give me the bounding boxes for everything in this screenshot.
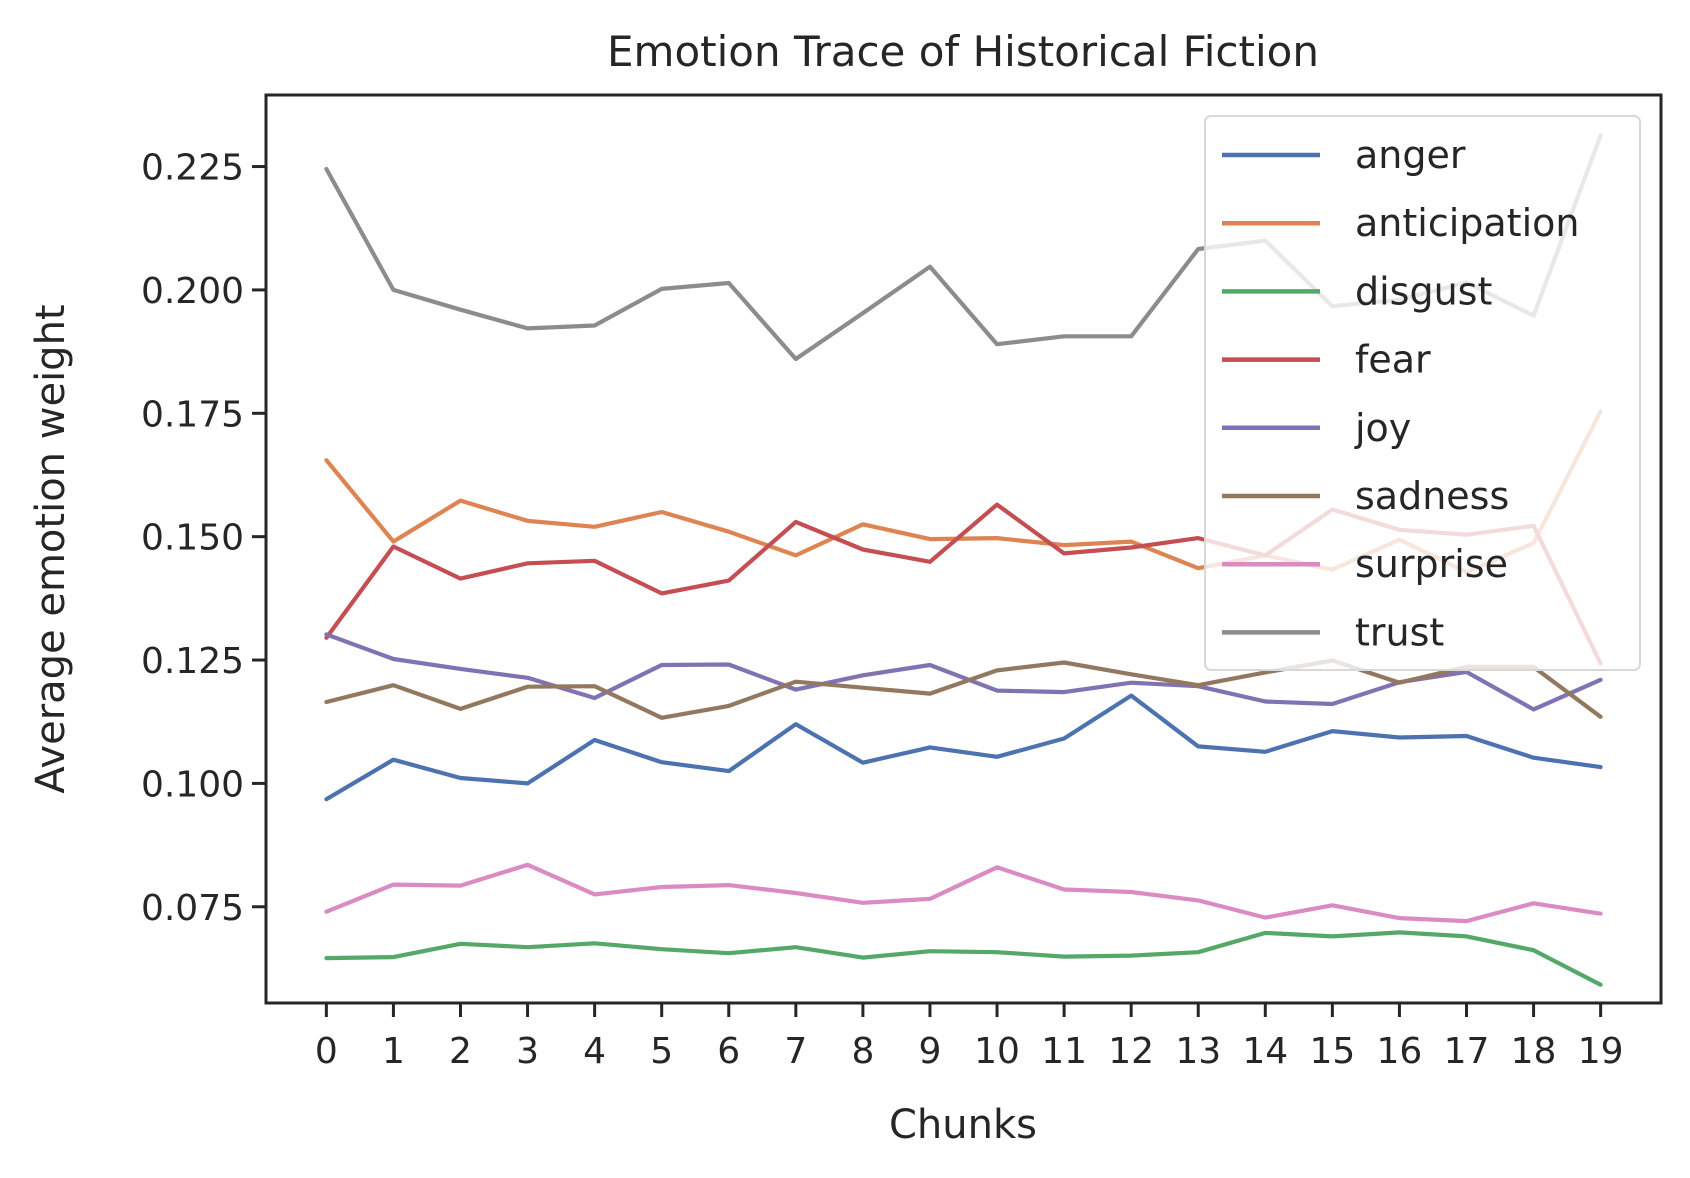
x-axis-title: Chunks — [889, 1102, 1037, 1148]
x-tick-label: 10 — [974, 1031, 1020, 1072]
x-tick-label: 18 — [1511, 1031, 1557, 1072]
x-tick-label: 15 — [1309, 1031, 1355, 1072]
y-tick-label: 0.200 — [141, 271, 244, 312]
y-tick-label: 0.075 — [141, 888, 244, 929]
legend: anger anticipation disgust fear joy sadness su… — [1204, 115, 1641, 671]
chart-title: Emotion Trace of Historical Fiction — [607, 27, 1319, 76]
x-tick-label: 11 — [1041, 1031, 1087, 1072]
x-tick-label: 17 — [1444, 1031, 1490, 1072]
x-tick-label: 13 — [1175, 1031, 1221, 1072]
x-tick-label: 0 — [315, 1031, 338, 1072]
legend-label-disgust: disgust — [1355, 269, 1492, 313]
y-tick-label: 0.100 — [141, 764, 244, 805]
series-line-surprise — [324, 862, 1603, 924]
legend-label-fear: fear — [1355, 338, 1431, 382]
y-tick-label: 0.175 — [141, 394, 244, 435]
legend-label-trust: trust — [1355, 610, 1444, 654]
x-tick-label: 4 — [583, 1031, 606, 1072]
plot-frame — [264, 93, 1663, 1005]
y-tick-label: 0.225 — [141, 148, 244, 189]
series-line-disgust — [324, 930, 1603, 987]
x-tick-label: 8 — [851, 1031, 874, 1072]
legend-label-sadness: sadness — [1355, 474, 1509, 518]
legend-label-joy: joy — [1354, 406, 1411, 450]
x-tick-label: 12 — [1108, 1031, 1154, 1072]
series-line-anger — [324, 693, 1603, 802]
y-tick-label: 0.125 — [141, 641, 244, 682]
legend-frame — [1204, 115, 1641, 671]
x-tick-label: 9 — [919, 1031, 942, 1072]
series-layer — [324, 133, 1603, 987]
x-tick-label: 19 — [1578, 1031, 1624, 1072]
series-line-joy — [324, 632, 1603, 712]
legend-label-surprise: surprise — [1355, 542, 1508, 586]
x-tick-label: 3 — [516, 1031, 539, 1072]
y-axis: 0.075 0.100 0.125 0.150 0.175 0.200 0.225 — [141, 148, 266, 929]
x-tick-label: 6 — [717, 1031, 740, 1072]
legend-entries: anger anticipation disgust fear joy sadness su… — [1222, 133, 1579, 654]
y-axis-title: Average emotion weight — [28, 304, 74, 793]
x-tick-label: 2 — [449, 1031, 472, 1072]
series-line-sadness — [324, 658, 1603, 720]
y-tick-label: 0.150 — [141, 518, 244, 559]
legend-label-anger: anger — [1355, 133, 1466, 177]
x-tick-label: 5 — [650, 1031, 673, 1072]
x-axis: 0 1 2 3 4 5 6 7 8 9 10 11 12 13 14 15 16 17 18 19 — [315, 1003, 1624, 1072]
legend-label-anticipation: anticipation — [1355, 201, 1579, 245]
x-tick-label: 1 — [382, 1031, 405, 1072]
x-tick-label: 7 — [784, 1031, 807, 1072]
x-tick-label: 16 — [1377, 1031, 1423, 1072]
x-tick-label: 14 — [1242, 1031, 1288, 1072]
